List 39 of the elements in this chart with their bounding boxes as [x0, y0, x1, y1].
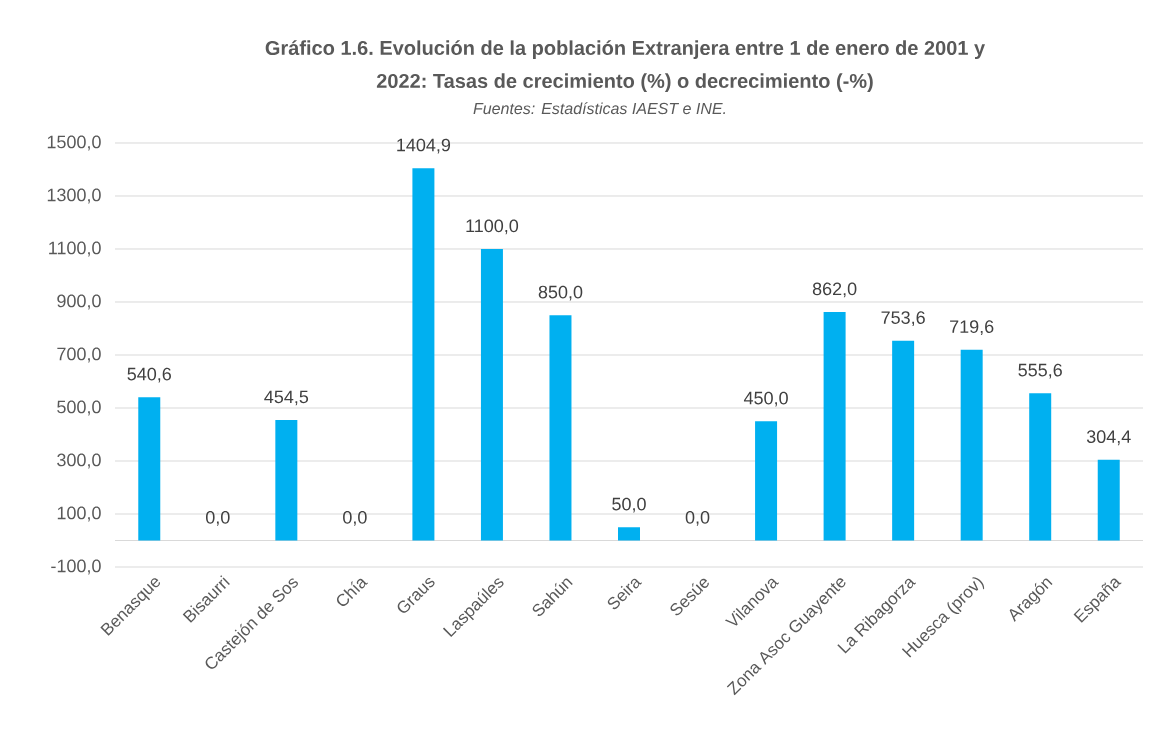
- data-label: 0,0: [685, 510, 710, 526]
- source-note: Fuentes: Estadísticas IAEST e INE.: [473, 102, 726, 115]
- data-label: 1404,9: [397, 138, 451, 154]
- bar: [892, 340, 915, 541]
- y-tick-label: 900,0: [57, 294, 101, 310]
- chart-title: Gráfico 1.6. Evolución de la población Extranjera entre 1 de enero de 2001 y 2022: Tasas de crecimiento (%) o decrecimiento (-%): [265, 40, 986, 93]
- y-tick-label: -100,0: [51, 559, 101, 575]
- y-tick-label: 100,0: [57, 506, 101, 522]
- x-tick-label: Chía: [336, 578, 368, 606]
- y-tick-label: 1500,0: [47, 135, 101, 151]
- bar: [823, 312, 846, 541]
- data-label: 50,0: [612, 497, 646, 513]
- data-label: 304,4: [1086, 430, 1131, 446]
- data-label: 0,0: [205, 510, 230, 526]
- data-label: 862,0: [812, 282, 857, 298]
- y-tick-label: 500,0: [57, 400, 101, 416]
- bar: [412, 168, 435, 541]
- data-label: 454,5: [264, 390, 309, 406]
- bar: [1029, 393, 1052, 541]
- data-label: 850,0: [538, 285, 583, 301]
- data-label: 450,0: [743, 391, 788, 407]
- y-tick-label: 700,0: [57, 347, 101, 363]
- bar: [480, 249, 503, 541]
- data-label: 0,0: [343, 510, 367, 526]
- data-label: 719,6: [950, 320, 994, 336]
- bar: [960, 349, 983, 541]
- bar: [549, 315, 572, 541]
- data-label: 753,6: [881, 311, 925, 327]
- y-tick-label: 300,0: [57, 453, 101, 469]
- bar: [755, 421, 778, 541]
- bar: [618, 527, 640, 541]
- bar: [1097, 459, 1120, 541]
- y-tick-label: 1300,0: [47, 188, 101, 204]
- y-tick-label: 1100,0: [49, 241, 101, 257]
- bar: [275, 420, 298, 541]
- data-label: 1100,0: [466, 219, 519, 235]
- data-label: 540,6: [127, 367, 171, 383]
- bar: [138, 397, 161, 541]
- data-label: 555,6: [1018, 363, 1062, 379]
